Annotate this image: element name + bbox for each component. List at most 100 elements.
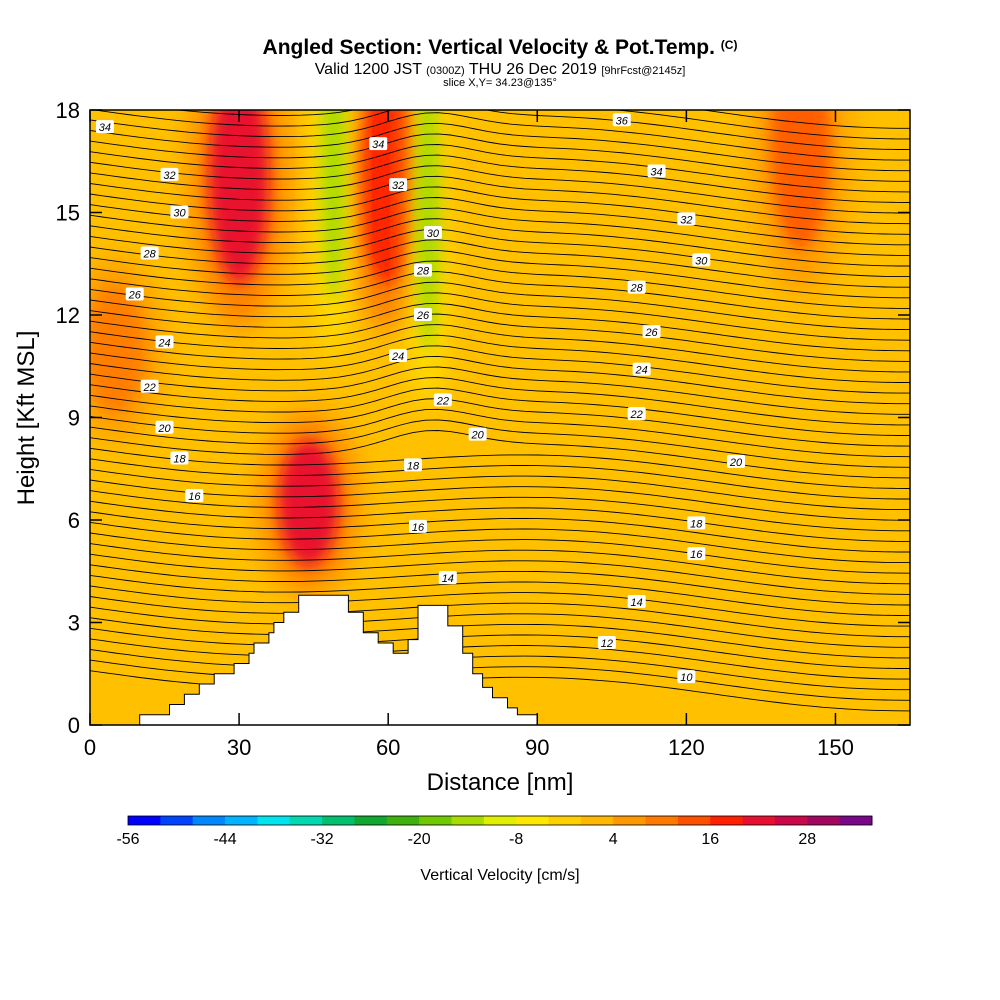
isentrope-line [90,596,910,638]
colorbar-swatch [160,816,194,825]
isentrope-line [90,334,910,383]
colorbar-swatch [645,816,679,825]
colorbar-tick-label: 28 [798,831,816,848]
isentrope-line [90,112,910,161]
svg-text:22: 22 [436,395,449,407]
colorbar-swatch [225,816,258,825]
isentrope-line [90,345,910,394]
svg-text:18: 18 [407,460,420,472]
colorbar-frame [127,815,873,826]
svg-text:24: 24 [157,337,170,349]
isentrope-line [90,447,910,489]
contour-label: 20 [727,454,746,469]
colorbar-swatch [257,816,291,825]
x-tick-label: 90 [525,735,549,760]
contour-label: 32 [677,212,696,226]
svg-text:28: 28 [416,266,430,278]
contour-label: 16 [185,489,204,503]
svg-text:32: 32 [163,170,175,182]
colorbar-swatch [580,816,614,825]
contour-label: 30 [692,253,711,267]
contour-label: 18 [404,458,423,472]
contour-label: 34 [95,120,114,134]
colorbar-swatch [192,816,226,825]
isentrope-line [90,627,910,669]
contour-label: 12 [597,636,616,650]
contour-label: 16 [687,547,706,561]
contour-label: 30 [423,226,442,240]
contour-label: 30 [170,205,189,220]
y-tick-label: 12 [56,303,80,328]
terrain-profile [90,595,910,725]
isentrope-line [90,218,910,267]
contour-label: 24 [632,362,651,377]
isentrope-line [90,521,910,564]
colorbar-swatch [839,816,873,825]
svg-text:22: 22 [143,382,156,394]
isentrope-line [90,490,910,532]
colorbar-tick-label: -56 [116,831,139,848]
svg-text:16: 16 [188,491,201,503]
valid-date: THU 26 Dec 2019 [468,61,597,78]
isentrope-line [90,249,910,299]
chart-title-main: Angled Section: Vertical Velocity & Pot.… [262,36,715,59]
svg-text:18: 18 [173,454,186,466]
y-tick-label: 6 [68,508,80,533]
velocity-feature [314,110,353,362]
isentrope-line [90,585,910,627]
svg-text:30: 30 [427,228,440,240]
svg-text:16: 16 [412,522,425,534]
isentrope-line [90,186,910,235]
isentrope-line [90,144,910,193]
isentrope-line [90,366,910,415]
colorbar-tick-label: -44 [213,831,236,848]
svg-text:34: 34 [650,167,662,179]
colorbar-swatch [386,816,420,825]
isentrope-line [90,175,910,225]
contour-label: 10 [677,670,696,684]
colorbar-swatch [807,816,841,825]
isentrope-line [90,324,910,373]
colorbar-swatch [419,816,452,825]
contour-label: 34 [647,164,666,179]
chart-title: Angled Section: Vertical Velocity & Pot.… [0,36,1000,60]
contour-label: 26 [413,308,432,322]
isentrope-line [90,553,910,595]
svg-text:32: 32 [392,180,404,192]
svg-text:30: 30 [695,255,708,267]
contour-label: 28 [627,280,646,295]
colorbar-label: Vertical Velocity [cm/s] [420,867,579,884]
svg-text:14: 14 [442,573,454,585]
contour-label: 20 [468,427,487,442]
velocity-feature [260,412,357,593]
isentrope-line [90,355,910,405]
isentrope-line [90,292,910,341]
velocity-feature [408,110,448,413]
colorbar-swatch [322,816,355,825]
velocity-feature [752,110,849,295]
isentrope-line [90,649,910,691]
y-axis-label: Height [Kft MSL] [13,331,40,506]
contour-label: 14 [438,571,457,585]
y-tick-label: 3 [68,611,80,636]
contour-label: 34 [369,137,388,151]
colorbar-swatch [774,816,808,825]
isentrope-line [90,543,910,585]
plot-area: 34 34 36 34 32 32 32 30 30 30 28 28 28 26 26 26 24 24 24 22… [90,110,910,725]
x-tick-label: 150 [817,735,854,760]
y-tick-label: 18 [56,98,80,123]
colorbar-swatch [548,816,582,825]
y-tick-label: 0 [68,713,80,738]
svg-text:20: 20 [157,423,171,435]
velocity-feature [191,110,288,329]
colorbar-tick-label: 16 [701,831,719,848]
colorbar-swatch [742,816,776,825]
contour-label: 16 [409,519,427,534]
potential-temperature-contours [90,110,910,712]
isentrope-line [90,313,910,362]
slice-info: slice X,Y= 34.23@135° [443,77,557,89]
isentrope-line [90,606,910,648]
svg-text:24: 24 [391,351,404,363]
